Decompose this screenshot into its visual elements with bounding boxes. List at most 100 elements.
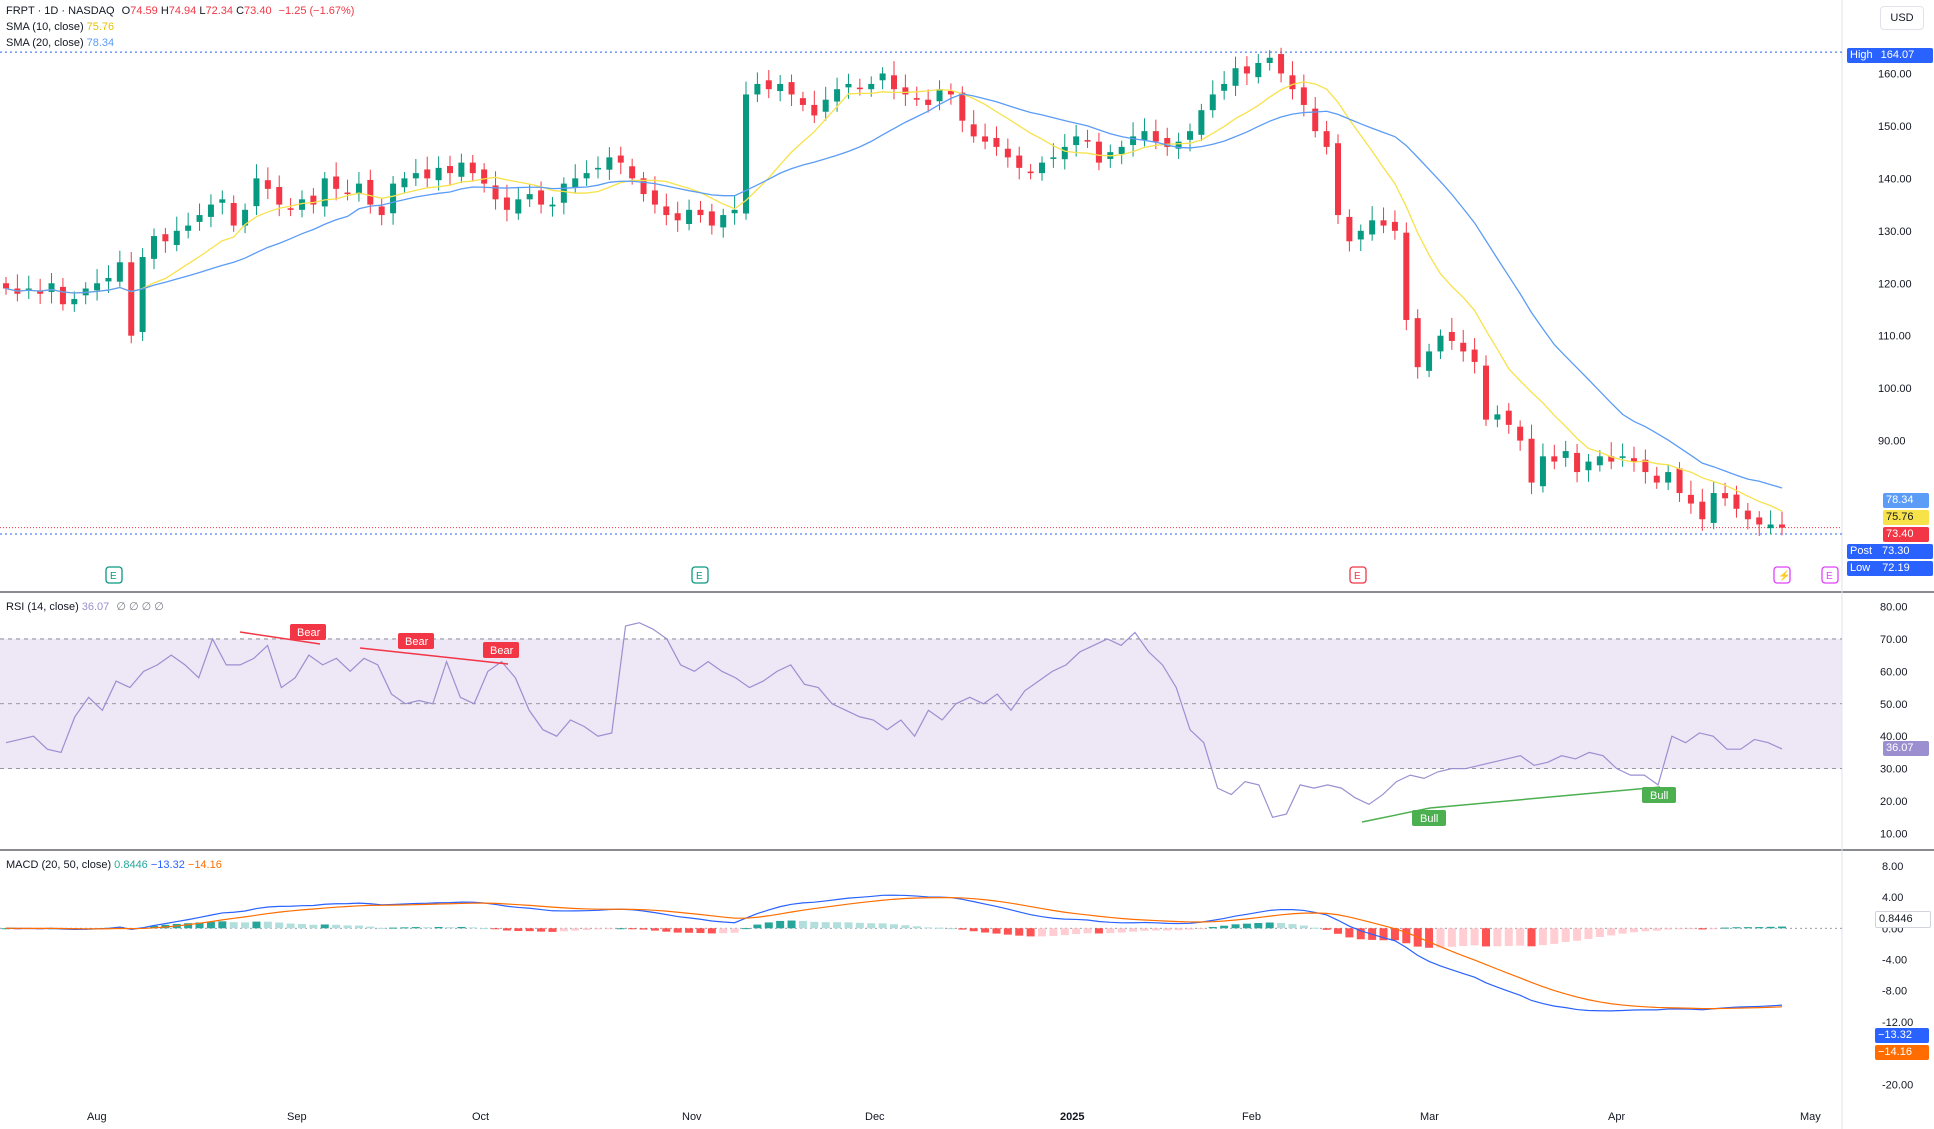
macd-histogram-bar: [810, 921, 819, 929]
macd-histogram-bar: [411, 927, 420, 929]
low-badge-label: Low: [1850, 562, 1871, 574]
candle-body: [412, 173, 419, 179]
bear-label-box: [398, 633, 434, 649]
candle-body: [1221, 83, 1228, 91]
candle-body: [777, 83, 784, 92]
candle-body: [390, 183, 397, 214]
macd-histogram-bar: [559, 928, 568, 932]
macd-histogram-bar: [673, 928, 682, 933]
macd-histogram-bar: [1698, 928, 1707, 930]
macd-histogram-bar: [605, 928, 614, 930]
macd-histogram-bar: [537, 928, 546, 932]
candle-body: [1483, 365, 1489, 420]
candle-body: [731, 209, 738, 214]
post-badge: Post 73.30: [1847, 544, 1933, 559]
x-tick-label: Nov: [682, 1111, 702, 1123]
candle-body: [1084, 140, 1091, 142]
macd-histogram-bar: [798, 920, 807, 929]
rsi-extra: ∅ ∅ ∅ ∅: [116, 601, 164, 613]
earnings-marker-icon: [1349, 566, 1367, 584]
candle-body: [708, 211, 715, 226]
candle-body: [1426, 351, 1433, 371]
macd-histogram-bar: [1482, 928, 1490, 947]
macd-histogram-bar: [844, 922, 853, 929]
candle-body: [697, 209, 704, 216]
macd-histogram-bar: [878, 923, 887, 929]
macd-histogram-bar: [1094, 928, 1103, 934]
macd-histogram-bar: [1527, 928, 1536, 947]
earnings-marker-icon: [1821, 566, 1839, 584]
candle-body: [1448, 332, 1455, 341]
candle-body: [344, 192, 351, 195]
macd-signal-value: −14.16: [187, 859, 222, 871]
rsi-legend[interactable]: RSI (14, close) 36.07 ∅ ∅ ∅ ∅: [6, 600, 164, 614]
candle-body: [595, 167, 601, 170]
candle-body: [902, 87, 909, 95]
bear-divergence-line: [239, 631, 321, 645]
price-tick-label: 120.00: [1878, 278, 1912, 290]
candle-body: [1585, 461, 1592, 471]
sma10-value: 75.76: [86, 21, 115, 33]
candle-body: [1312, 108, 1319, 132]
candle-body: [435, 167, 442, 181]
candle-body: [458, 162, 465, 177]
candle-body: [1631, 458, 1637, 462]
candle-body: [321, 178, 328, 207]
price-tick-label: 140.00: [1878, 173, 1912, 185]
macd-histogram-bar: [1755, 927, 1764, 929]
post-badge-label: Post: [1850, 545, 1873, 557]
macd-histogram-bar: [1504, 928, 1513, 946]
close-badge: 73.40: [1883, 527, 1929, 542]
candle-body: [25, 288, 32, 291]
candle-body: [71, 298, 78, 305]
macd-histogram-bar: [1072, 928, 1081, 935]
post-badge-value: 73.30: [1882, 545, 1910, 557]
candle-body: [1164, 137, 1171, 147]
sma20-legend[interactable]: SMA (20, close) 78.34: [6, 36, 114, 50]
candle-body: [173, 230, 180, 245]
candle-body: [253, 178, 260, 207]
macd-histogram-bar: [696, 928, 705, 933]
macd-tick-label: -8.00: [1882, 986, 1907, 998]
rsi-badge: 36.07: [1883, 741, 1929, 756]
x-tick-label: Mar: [1420, 1111, 1439, 1123]
macd-histogram-bar: [742, 928, 750, 930]
candle-body: [1300, 87, 1307, 105]
low-value: 72.34: [205, 5, 234, 17]
macd-histogram-bar: [1538, 928, 1547, 946]
bull-divergence-line: [1429, 786, 1661, 809]
candle-body: [1289, 75, 1296, 90]
macd-line-badge: −13.32: [1875, 1028, 1929, 1043]
candle-body: [481, 169, 488, 184]
candle-body: [1004, 148, 1011, 158]
sma10-legend[interactable]: SMA (10, close) 75.76: [6, 20, 114, 34]
macd-tick-label: 4.00: [1882, 892, 1903, 904]
candle-body: [242, 209, 249, 226]
macd-legend[interactable]: MACD (20, 50, close) 0.8446 −13.32 −14.16: [6, 858, 222, 872]
currency-button[interactable]: USD: [1880, 6, 1924, 30]
macd-histogram-bar: [320, 924, 329, 929]
macd-line-value: −13.32: [150, 859, 185, 871]
candle-body: [1175, 141, 1182, 149]
price-tick-label: 160.00: [1878, 68, 1912, 80]
high-badge-label: High: [1850, 49, 1873, 61]
macd-histogram-bar: [1356, 928, 1365, 940]
candle-body: [1073, 136, 1080, 146]
candle-body: [1437, 335, 1444, 352]
macd-histogram-bar: [1607, 928, 1616, 936]
sma20-badge: 78.34: [1883, 493, 1929, 508]
macd-histogram-bar: [1106, 928, 1115, 934]
rsi-tick-label: 60.00: [1880, 666, 1908, 678]
rsi-tick-label: 30.00: [1880, 764, 1908, 776]
macd-histogram-bar: [901, 925, 910, 929]
macd-histogram-bar: [890, 924, 898, 929]
candle-body: [788, 82, 795, 95]
change-value: −1.25 (−1.67%): [278, 5, 355, 17]
candle-body: [1767, 524, 1774, 529]
sma20-line: [5, 93, 1783, 489]
earnings-marker-icon: [691, 566, 709, 584]
price-tick-label: 100.00: [1878, 383, 1912, 395]
x-tick-label: May: [1800, 1111, 1821, 1123]
